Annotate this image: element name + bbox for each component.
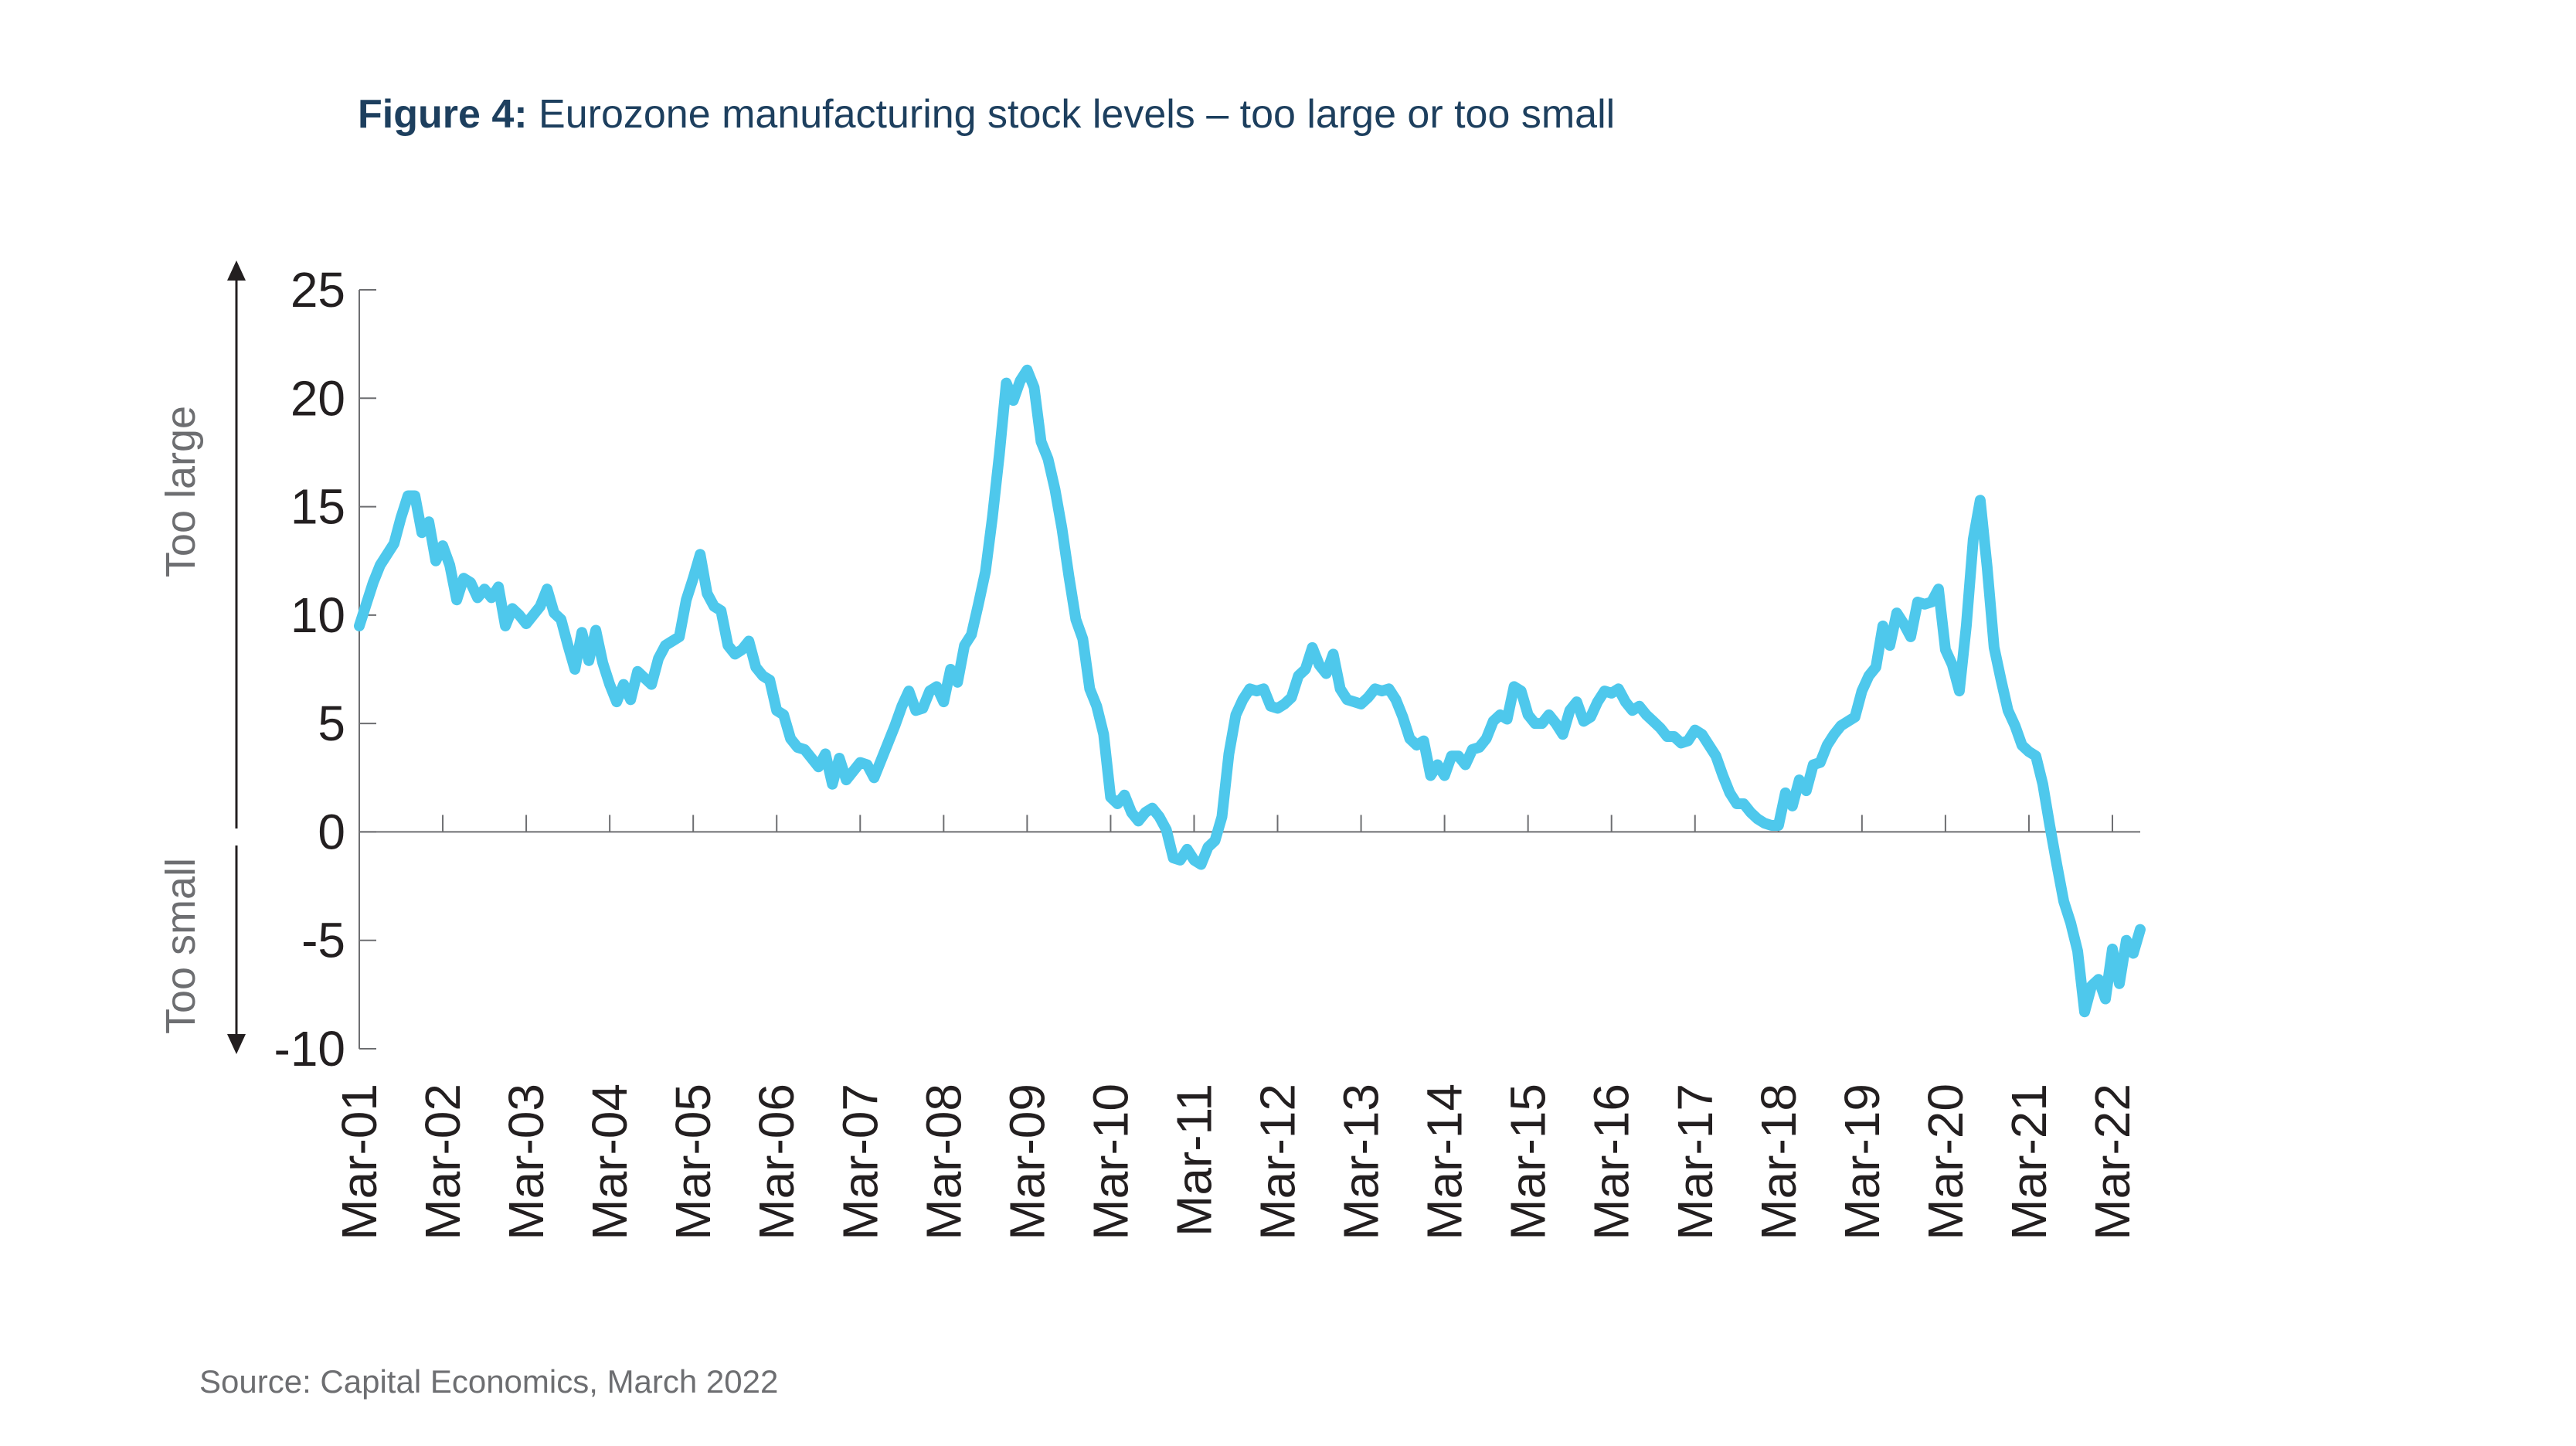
y-tick-label: 10 [291, 587, 345, 643]
y-tick-label: 5 [318, 696, 345, 751]
x-tick-label: Mar-14 [1417, 1084, 1473, 1240]
x-tick-label: Mar-17 [1667, 1084, 1723, 1240]
x-tick-label: Mar-13 [1334, 1084, 1389, 1240]
too-small-label: Too small [158, 858, 204, 1034]
source-note: Source: Capital Economics, March 2022 [199, 1363, 779, 1400]
x-tick-label: Mar-19 [1834, 1084, 1890, 1240]
y-axis: 25 20 15 10 5 0 -5 -10 [274, 262, 376, 1077]
x-tick-label: Mar-15 [1500, 1084, 1556, 1240]
x-tick-label: Mar-18 [1751, 1084, 1806, 1240]
series-group [354, 364, 2146, 1018]
y-tick-label: -10 [274, 1021, 346, 1077]
x-tick-label: Mar-06 [749, 1084, 804, 1240]
figure-label: Figure 4: [358, 92, 528, 137]
side-labels: Too large Too small [158, 260, 246, 1054]
y-tick-label: 25 [291, 262, 345, 318]
figure-title-text: Eurozone manufacturing stock levels – to… [539, 92, 1616, 137]
x-axis: Mar-01 Mar-02 Mar-03 Mar-04 Mar-05 Mar-06 Mar-… [331, 815, 2140, 1240]
y-tick-label: 15 [291, 479, 345, 535]
x-tick-label: Mar-07 [832, 1084, 888, 1240]
x-tick-label: Mar-03 [498, 1084, 554, 1240]
x-tick-label: Mar-12 [1250, 1084, 1306, 1240]
down-arrow-icon [227, 1034, 246, 1054]
x-tick-label: Mar-10 [1082, 1084, 1138, 1240]
x-tick-label: Mar-20 [1918, 1084, 1973, 1240]
x-tick-label: Mar-05 [665, 1084, 721, 1240]
x-tick-label: Mar-21 [2001, 1084, 2057, 1240]
x-tick-label: Mar-09 [999, 1084, 1055, 1240]
y-tick-label: 20 [291, 370, 345, 426]
x-tick-label: Mar-16 [1584, 1084, 1640, 1240]
y-tick-label: 0 [318, 804, 345, 859]
x-tick-label: Mar-02 [415, 1084, 471, 1240]
x-tick-label: Mar-22 [2085, 1084, 2140, 1240]
up-arrow-icon [227, 260, 246, 281]
x-tick-label: Mar-11 [1166, 1084, 1222, 1237]
y-tick-label: -5 [301, 913, 345, 968]
figure-title: Figure 4: Eurozone manufacturing stock l… [358, 91, 1615, 138]
x-tick-label: Mar-04 [582, 1084, 637, 1240]
x-tick-label: Mar-01 [331, 1084, 387, 1240]
too-large-label: Too large [158, 406, 204, 577]
x-tick-label: Mar-08 [916, 1084, 971, 1240]
series-line [354, 364, 2146, 1018]
